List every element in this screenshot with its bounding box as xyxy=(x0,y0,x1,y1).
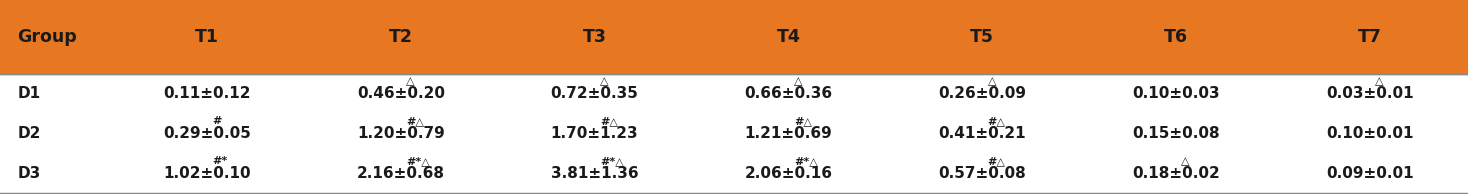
Text: △: △ xyxy=(600,77,609,87)
Text: T7: T7 xyxy=(1358,28,1381,46)
Text: 2.16±0.68: 2.16±0.68 xyxy=(357,166,445,181)
Text: 0.72±0.35: 0.72±0.35 xyxy=(550,86,639,101)
Text: 0.29±0.05: 0.29±0.05 xyxy=(163,126,251,141)
Text: #△: #△ xyxy=(988,116,1006,126)
Text: #△: #△ xyxy=(794,116,812,126)
Text: #△: #△ xyxy=(407,116,424,126)
Bar xyxy=(0,113,1468,153)
Text: #△: #△ xyxy=(600,116,618,126)
Text: T4: T4 xyxy=(777,28,800,46)
Text: 0.03±0.01: 0.03±0.01 xyxy=(1326,86,1414,101)
Text: D1: D1 xyxy=(18,86,41,101)
Text: #: # xyxy=(213,116,222,126)
Text: 0.26±0.09: 0.26±0.09 xyxy=(938,86,1026,101)
Text: 0.41±0.21: 0.41±0.21 xyxy=(938,126,1026,141)
Text: D2: D2 xyxy=(18,126,41,141)
Text: #△: #△ xyxy=(988,156,1006,166)
Text: 0.15±0.08: 0.15±0.08 xyxy=(1132,126,1220,141)
Text: 0.09±0.01: 0.09±0.01 xyxy=(1326,166,1414,181)
Text: △: △ xyxy=(407,77,415,87)
Text: 1.21±0.69: 1.21±0.69 xyxy=(744,126,832,141)
Text: #*: #* xyxy=(213,156,228,166)
Text: △: △ xyxy=(794,77,803,87)
Text: 0.46±0.20: 0.46±0.20 xyxy=(357,86,445,101)
Text: 3.81±1.36: 3.81±1.36 xyxy=(550,166,639,181)
Text: 0.10±0.01: 0.10±0.01 xyxy=(1326,126,1414,141)
Text: #*△: #*△ xyxy=(600,156,624,166)
Text: T3: T3 xyxy=(583,28,606,46)
Bar xyxy=(0,0,1468,74)
Text: 0.66±0.36: 0.66±0.36 xyxy=(744,86,832,101)
Text: T5: T5 xyxy=(970,28,994,46)
Text: 0.10±0.03: 0.10±0.03 xyxy=(1132,86,1220,101)
Text: 0.57±0.08: 0.57±0.08 xyxy=(938,166,1026,181)
Text: △: △ xyxy=(1182,156,1191,166)
Text: D3: D3 xyxy=(18,166,41,181)
Bar xyxy=(0,153,1468,193)
Text: 0.18±0.02: 0.18±0.02 xyxy=(1132,166,1220,181)
Bar xyxy=(0,74,1468,113)
Text: Group: Group xyxy=(18,28,78,46)
Text: 2.06±0.16: 2.06±0.16 xyxy=(744,166,832,181)
Text: 0.11±0.12: 0.11±0.12 xyxy=(163,86,251,101)
Text: #*△: #*△ xyxy=(407,156,430,166)
Text: #*△: #*△ xyxy=(794,156,818,166)
Text: T6: T6 xyxy=(1164,28,1188,46)
Text: 1.70±1.23: 1.70±1.23 xyxy=(550,126,639,141)
Text: 1.02±0.10: 1.02±0.10 xyxy=(163,166,251,181)
Text: △: △ xyxy=(1376,77,1384,87)
Text: T2: T2 xyxy=(389,28,413,46)
Text: T1: T1 xyxy=(195,28,219,46)
Text: △: △ xyxy=(988,77,997,87)
Text: 1.20±0.79: 1.20±0.79 xyxy=(357,126,445,141)
